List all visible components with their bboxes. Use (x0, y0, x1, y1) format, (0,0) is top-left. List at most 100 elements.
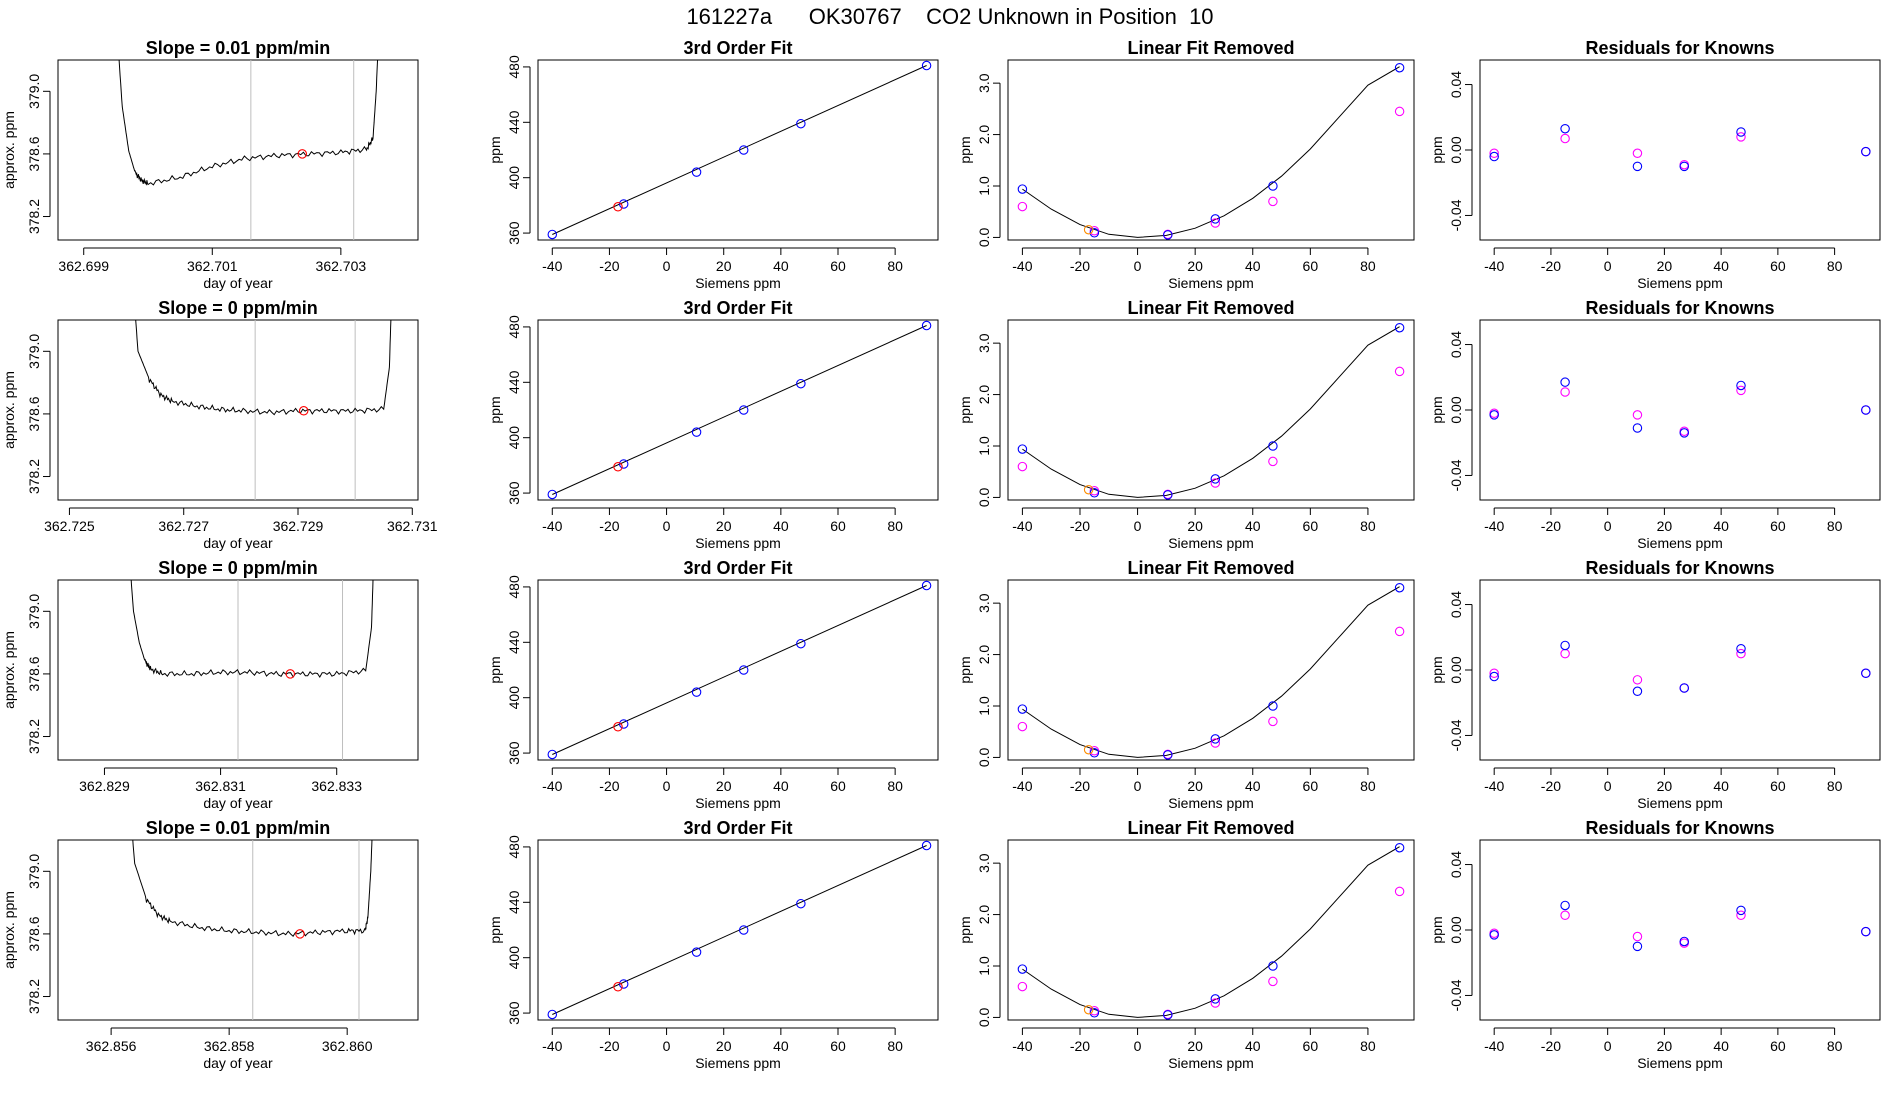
x-tick-label: 80 (1827, 518, 1843, 534)
y-tick-label: 378.2 (26, 719, 42, 754)
x-axis-label: Siemens ppm (695, 535, 781, 551)
panel-title: Linear Fit Removed (1127, 38, 1294, 58)
y-tick-label: 0.00 (1448, 136, 1464, 163)
x-axis-label: day of year (203, 795, 273, 811)
plot-frame (1007, 579, 1415, 761)
x-tick-label: 80 (1360, 518, 1376, 534)
x-axis-label: day of year (203, 535, 273, 551)
x-tick-label: -20 (1070, 258, 1090, 274)
plot-frame (57, 319, 419, 501)
blue-point (1736, 380, 1746, 391)
y-axis-label: ppm (957, 136, 973, 163)
concentration-trace (132, 840, 373, 937)
y-tick-label: -0.04 (1448, 719, 1464, 751)
y-axis-label: ppm (957, 916, 973, 943)
x-tick-label: -20 (599, 518, 619, 534)
x-tick-label: 80 (1360, 1038, 1376, 1054)
magenta-point (1736, 132, 1746, 142)
magenta-point (1632, 931, 1643, 942)
y-axis-label: approx. ppm (1, 891, 17, 969)
y-axis-label: ppm (487, 656, 503, 683)
y-axis-label: ppm (487, 136, 503, 163)
magenta-point (1017, 981, 1028, 992)
concentration-trace (135, 320, 392, 416)
x-tick-label: 362.731 (387, 518, 438, 534)
x-axis-label: Siemens ppm (1168, 275, 1254, 291)
y-tick-label: 1.0 (976, 436, 992, 456)
panel-title: 3rd Order Fit (683, 38, 792, 58)
plot-area (1017, 322, 1405, 500)
unknown-point (613, 202, 623, 212)
blue-point (1560, 900, 1570, 911)
blue-point (1861, 146, 1871, 157)
panel-title: Slope = 0 ppm/min (158, 558, 318, 578)
x-tick-label: -40 (1484, 778, 1504, 794)
y-tick-label: 378.2 (26, 199, 42, 234)
blue-point (1394, 582, 1405, 593)
y-tick-label: 400 (506, 946, 522, 970)
plot-area (1017, 842, 1405, 1020)
x-axis-label: Siemens ppm (1637, 535, 1723, 551)
x-tick-label: 362.725 (44, 518, 95, 534)
panel-title: Slope = 0.01 ppm/min (146, 818, 331, 838)
plot-frame (1479, 839, 1881, 1021)
y-axis-label: ppm (1429, 136, 1445, 163)
x-tick-label: 0 (1604, 1038, 1612, 1054)
known-point (691, 687, 702, 697)
blue-point (1210, 474, 1221, 484)
mean-marker (295, 929, 305, 939)
known-point (796, 118, 806, 129)
mean-marker (297, 149, 308, 159)
x-tick-label: 20 (716, 258, 732, 274)
x-axis-label: Siemens ppm (1637, 795, 1723, 811)
panel-r1-c2: 3rd Order Fit -40 -20 0 20 40 60 80 Siemens ppm 3… (487, 38, 939, 291)
y-axis-label: ppm (957, 656, 973, 683)
y-tick-label: 0.0 (976, 227, 992, 247)
known-point (796, 378, 806, 389)
x-tick-label: 40 (1713, 778, 1729, 794)
blue-point (1632, 686, 1643, 697)
fit-curve (1022, 586, 1400, 758)
x-tick-label: 40 (1245, 258, 1261, 274)
panel-r2-c4: Residuals for Knowns -40 -20 0 20 40 60 80 Sieme… (1429, 298, 1881, 551)
plot-area (547, 840, 932, 1020)
blue-point (1163, 1010, 1173, 1020)
panel-r4-c4: Residuals for Knowns -40 -20 0 20 40 60 80 Sieme… (1429, 818, 1881, 1071)
y-tick-label: 3.0 (976, 853, 992, 873)
plot-frame (537, 579, 939, 761)
known-point (738, 665, 749, 675)
y-tick-label: 378.2 (26, 459, 42, 494)
magenta-point (1560, 387, 1570, 397)
x-tick-label: 80 (887, 518, 903, 534)
known-point (618, 719, 629, 729)
plot-area (1489, 900, 1871, 952)
plot-area (1489, 640, 1871, 697)
x-tick-label: 80 (1827, 778, 1843, 794)
blue-point (1089, 228, 1100, 238)
magenta-point (1210, 738, 1221, 748)
x-tick-label: 40 (1245, 518, 1261, 534)
panel-r4-c2: 3rd Order Fit -40 -20 0 20 40 60 80 Siemens ppm 3… (487, 818, 939, 1071)
x-tick-label: 40 (1245, 1038, 1261, 1054)
x-tick-label: 80 (887, 1038, 903, 1054)
x-tick-label: 80 (1360, 778, 1376, 794)
x-tick-label: 80 (1360, 258, 1376, 274)
y-axis-label: ppm (1429, 396, 1445, 423)
x-tick-label: 362.703 (316, 258, 367, 274)
magenta-point (1736, 910, 1746, 921)
blue-point (1632, 161, 1643, 172)
magenta-point (1394, 886, 1405, 897)
blue-point (1489, 410, 1499, 420)
x-tick-label: 60 (1770, 258, 1786, 274)
known-point (691, 167, 702, 177)
x-tick-label: -20 (1541, 1038, 1561, 1054)
x-axis-label: Siemens ppm (1637, 275, 1723, 291)
magenta-point (1268, 976, 1278, 987)
y-tick-label: 379.0 (26, 854, 42, 889)
plot-frame (1007, 839, 1415, 1021)
x-tick-label: 362.829 (79, 778, 130, 794)
blue-point (1394, 842, 1405, 853)
x-axis-label: Siemens ppm (1168, 1055, 1254, 1071)
plot-frame (1007, 319, 1415, 501)
y-tick-label: -0.04 (1448, 979, 1464, 1011)
